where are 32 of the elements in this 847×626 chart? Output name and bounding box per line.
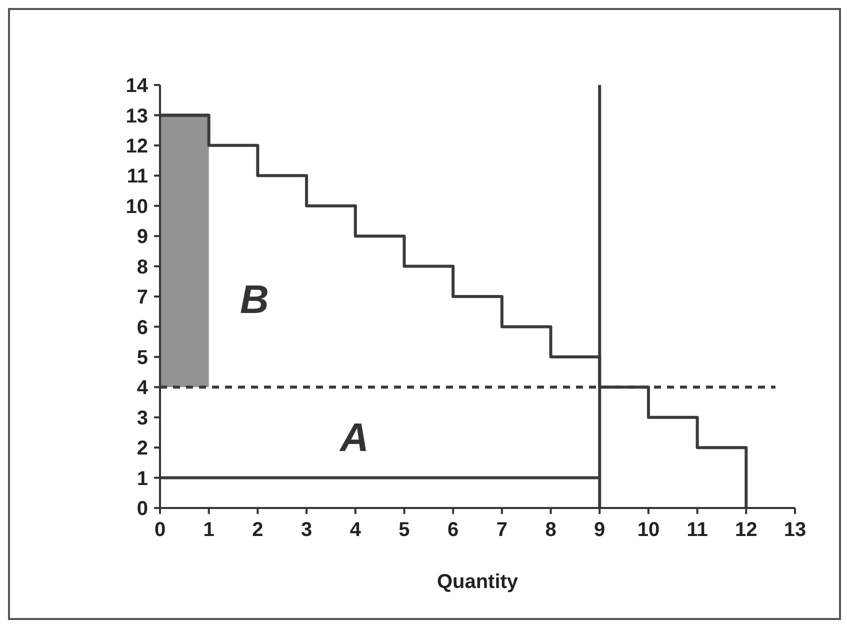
x-tick-label: 2 xyxy=(252,519,264,542)
y-tick-label: 5 xyxy=(136,347,148,370)
x-tick-label: 11 xyxy=(686,519,708,542)
x-tick-label: 12 xyxy=(735,519,758,542)
y-tick-label: 12 xyxy=(126,136,148,158)
x-tick-label: 4 xyxy=(350,519,362,542)
y-tick-label: 13 xyxy=(126,105,148,128)
y-tick-label: 1 xyxy=(136,468,148,490)
x-tick-label: 8 xyxy=(545,519,556,542)
y-tick-label: 4 xyxy=(136,377,149,400)
y-tick-label: 6 xyxy=(136,316,148,339)
x-tick-label: 7 xyxy=(496,519,508,542)
y-tick-label: 11 xyxy=(126,166,148,188)
y-tick-label: 7 xyxy=(136,286,148,309)
annotation: A xyxy=(340,416,369,460)
y-tick-label: 0 xyxy=(136,498,148,520)
x-tick-label: 0 xyxy=(154,519,166,542)
y-tick-label: 10 xyxy=(126,196,148,218)
y-tick-label: 3 xyxy=(136,407,148,430)
y-tick-label: 9 xyxy=(136,226,148,248)
y-tick-label: 14 xyxy=(126,75,149,98)
x-tick-label: 9 xyxy=(594,519,606,542)
x-tick-label: 1 xyxy=(203,519,214,542)
x-tick-label: 13 xyxy=(784,519,806,542)
y-tick-label: 2 xyxy=(136,438,148,460)
x-tick-label: 3 xyxy=(300,519,312,542)
x-tick-label: 10 xyxy=(637,519,660,542)
annotation: B xyxy=(240,278,269,322)
x-tick-label: 5 xyxy=(398,519,410,542)
x-tick-label: 6 xyxy=(448,519,459,542)
y-tick-label: 8 xyxy=(136,256,148,278)
x-axis-title: Quantity xyxy=(436,571,519,593)
